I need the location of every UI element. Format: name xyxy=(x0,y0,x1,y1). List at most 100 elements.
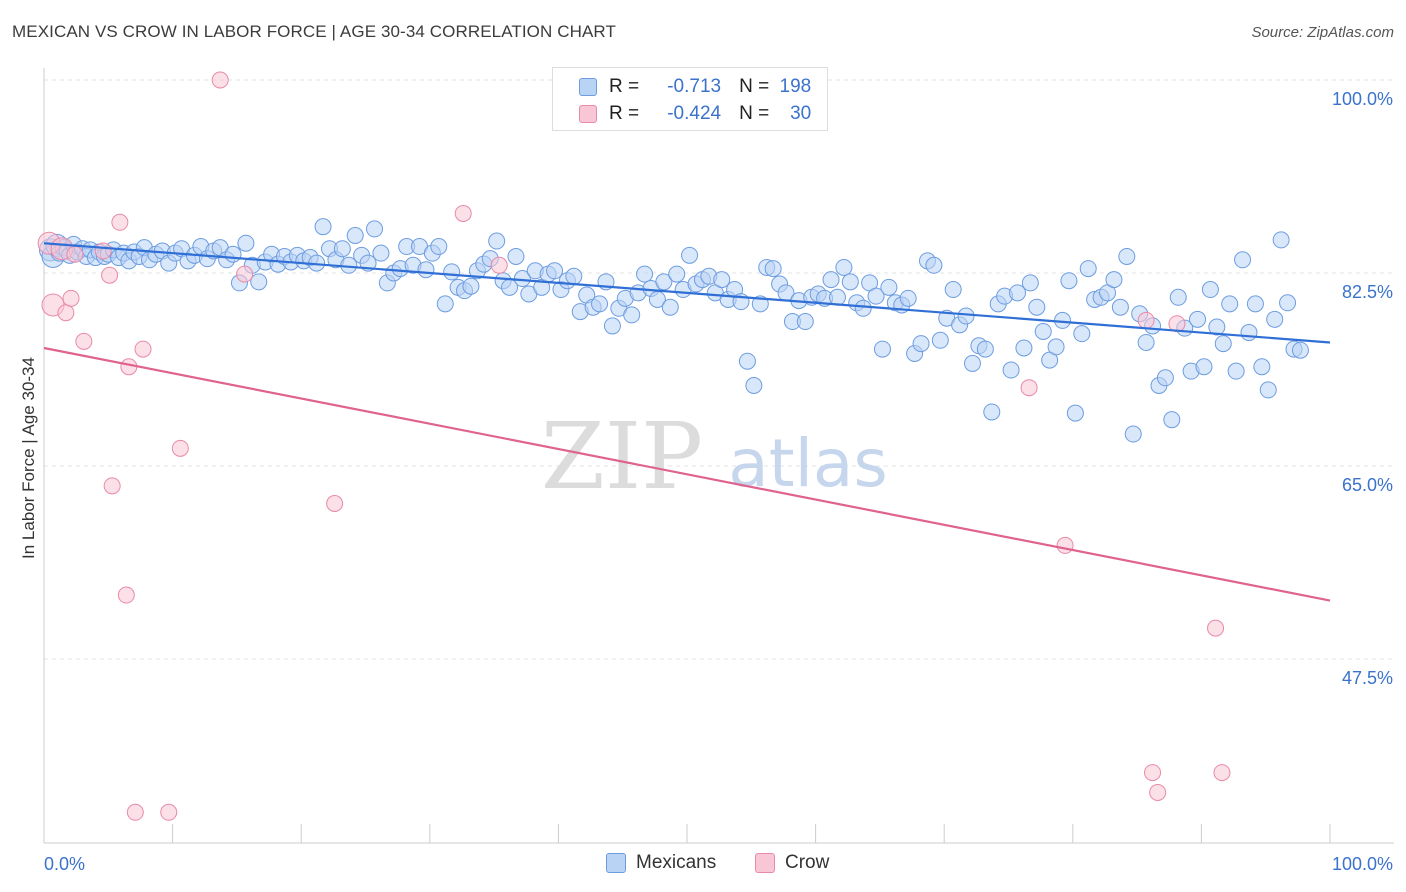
mexicans-point xyxy=(1118,247,1136,265)
mexicans-point xyxy=(841,273,859,291)
mexicans-point xyxy=(603,317,621,335)
mexicans-point xyxy=(873,340,891,358)
mexicans-point xyxy=(764,260,782,278)
mexicans-point xyxy=(237,234,255,252)
crow-trend-line xyxy=(43,346,1331,602)
legend-label: Mexicans xyxy=(636,852,717,873)
mexicans-point xyxy=(1259,381,1277,399)
legend-mexicans[interactable]: Mexicans xyxy=(606,852,716,874)
crow-point xyxy=(126,803,144,821)
crow-point xyxy=(326,494,344,512)
mexicans-point xyxy=(1009,284,1027,302)
mexicans-point xyxy=(944,281,962,299)
r-label: R = xyxy=(609,103,640,124)
mexicans-point xyxy=(1015,339,1033,357)
source-label: Source: ZipAtlas.com xyxy=(1251,24,1394,41)
mexicans-point xyxy=(333,240,351,258)
axes xyxy=(43,68,1394,844)
crow-point xyxy=(62,289,80,307)
mexicans-point xyxy=(346,227,364,245)
mexicans-point xyxy=(1060,272,1078,290)
mexicans-point xyxy=(1021,274,1039,292)
legend-crow[interactable]: Crow xyxy=(755,852,829,874)
crow-point xyxy=(1213,764,1231,782)
crow-point xyxy=(211,71,229,89)
n-value: 30 xyxy=(790,103,812,124)
y-tick-label: 100.0% xyxy=(1332,89,1393,109)
n-label: N = xyxy=(739,76,770,97)
mexicans-point xyxy=(661,298,679,316)
mexicans-point xyxy=(854,299,872,317)
mexicans-point xyxy=(250,273,268,291)
mexicans-point xyxy=(655,273,673,291)
mexicans-point xyxy=(314,218,332,236)
mexicans-point xyxy=(931,331,949,349)
y-tick-label: 82.5% xyxy=(1342,282,1393,302)
mexicans-point xyxy=(591,295,609,313)
x-tick-label: 0.0% xyxy=(44,854,85,874)
crow-point xyxy=(101,266,119,284)
mexicans-point xyxy=(796,313,814,331)
crow-point xyxy=(1137,311,1155,329)
r-label: R = xyxy=(609,76,640,97)
mexicans-point xyxy=(1227,362,1245,380)
crow-point xyxy=(103,477,121,495)
mexicans-point xyxy=(963,354,981,372)
stats-row-mexicans: R = -0.713 N = 198 xyxy=(553,74,811,100)
mexicans-point xyxy=(912,335,930,353)
mexicans-point xyxy=(546,262,564,280)
mexicans-points xyxy=(38,218,1309,443)
mexicans-point xyxy=(443,263,461,281)
mexicans-point xyxy=(1073,325,1091,343)
mexicans-point xyxy=(1066,404,1084,422)
mexicans-point xyxy=(1279,294,1297,312)
n-value: 198 xyxy=(779,76,812,97)
watermark-zip: ZIP xyxy=(541,403,703,510)
mexicans-point xyxy=(880,278,898,296)
mexicans-point xyxy=(1240,324,1258,342)
mexicans-point xyxy=(828,288,846,306)
watermark-atlas: atlas xyxy=(728,425,888,502)
mexicans-point xyxy=(1195,358,1213,376)
mexicans-point xyxy=(1047,338,1065,356)
mexicans-point xyxy=(957,307,975,325)
crow-point xyxy=(1207,619,1225,637)
crow-point xyxy=(117,586,135,604)
mexicans-point xyxy=(1253,358,1271,376)
mexicans-point xyxy=(565,267,583,285)
r-value: -0.713 xyxy=(667,76,722,97)
mexicans-point xyxy=(1234,251,1252,269)
crow-points xyxy=(37,71,1231,821)
mexicans-point xyxy=(668,265,686,283)
mexicans-point xyxy=(925,256,943,274)
mexicans-point xyxy=(738,352,756,370)
mexicans-point xyxy=(1124,425,1142,443)
mexicans-point xyxy=(430,238,448,256)
mexicans-point xyxy=(976,340,994,358)
crow-point xyxy=(57,304,75,322)
crow-point xyxy=(134,340,152,358)
mexicans-point xyxy=(822,271,840,289)
mexicans-point xyxy=(1214,335,1232,353)
mexicans-point xyxy=(636,265,654,283)
mexicans-point xyxy=(681,246,699,264)
mexicans-trend-line xyxy=(43,242,1331,344)
x-tick-label: 100.0% xyxy=(1332,854,1393,874)
crow-point xyxy=(490,256,508,274)
mexicans-point xyxy=(1266,310,1284,328)
crow-point xyxy=(1020,379,1038,397)
crow-point xyxy=(66,245,84,263)
crow-point xyxy=(454,204,472,222)
crow-point xyxy=(1149,783,1167,801)
mexicans-point xyxy=(1156,369,1174,387)
mexicans-point xyxy=(983,403,1001,421)
crow-point xyxy=(94,242,112,260)
mexicans-point xyxy=(867,287,885,305)
mexicans-point xyxy=(462,277,480,295)
chart-title: MEXICAN VS CROW IN LABOR FORCE | AGE 30-… xyxy=(12,22,616,41)
mexicans-point xyxy=(713,271,731,289)
mexicans-point xyxy=(1189,310,1207,328)
mexicans-point xyxy=(1034,322,1052,340)
mexicans-point xyxy=(417,261,435,279)
